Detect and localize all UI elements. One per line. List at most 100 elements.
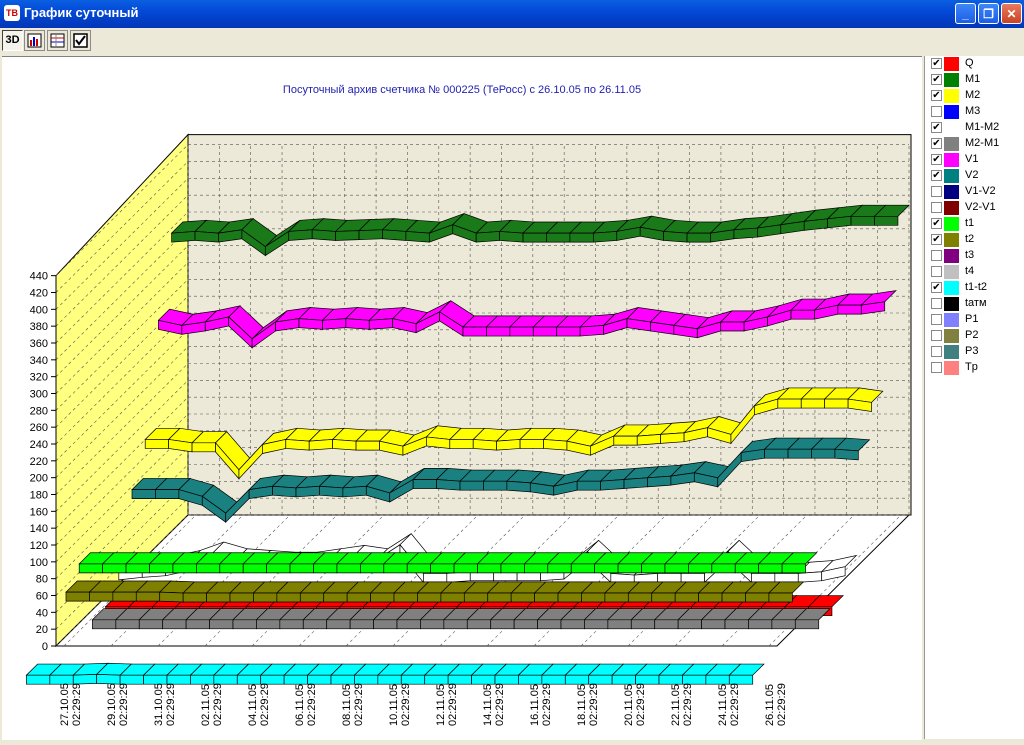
legend-label: M3 [965,105,981,117]
minimize-button[interactable]: _ [955,3,976,24]
y-tick-label: 440 [30,271,48,283]
legend-item[interactable]: ✔ M1 [925,72,1024,88]
series-segment [607,619,632,630]
select-series-button[interactable] [70,30,91,51]
legend-item[interactable]: ✔ M1-M2 [925,120,1024,136]
series-segment [219,563,244,574]
y-tick-label: 20 [36,624,48,636]
legend-item[interactable]: t4 [925,264,1024,280]
legend-checkbox[interactable] [931,346,942,357]
legend-item[interactable]: P1 [925,312,1024,328]
legend-checkbox[interactable]: ✔ [931,154,942,165]
chart-title: Посуточный архив счетчика № 000225 (ТеРо… [283,84,641,96]
series-segment [686,232,711,243]
legend-swatch [944,345,959,359]
legend-item[interactable]: tатм [925,296,1024,312]
series-segment [768,592,793,603]
series-segment [288,229,313,241]
series-segment [138,619,164,630]
legend-item[interactable]: V2-V1 [925,200,1024,216]
series-segment [680,573,705,583]
legend-checkbox[interactable] [931,330,942,341]
series-segment [276,592,301,603]
legend-checkbox[interactable] [931,362,942,373]
title-bar[interactable]: ТВ График суточный _ ❐ ✕ [0,0,1024,28]
legend-item[interactable]: P2 [925,328,1024,344]
legend-swatch [944,265,959,279]
legend-checkbox[interactable]: ✔ [931,218,942,229]
series-segment [486,326,511,337]
series-segment [513,619,538,630]
legend-checkbox[interactable] [931,106,942,117]
legend-swatch [944,185,959,199]
series-segment [471,674,496,685]
legend-checkbox[interactable] [931,314,942,325]
series-segment [734,563,760,574]
legend-checkbox[interactable]: ✔ [931,138,942,149]
legend-checkbox[interactable] [931,250,942,261]
legend-item[interactable]: t3 [925,248,1024,264]
y-tick-label: 360 [30,338,48,350]
legend-swatch [944,121,959,135]
series-segment [701,619,726,630]
close-button[interactable]: ✕ [1001,3,1022,24]
series-segment [191,442,216,453]
legend-item[interactable]: P3 [925,344,1024,360]
legend-panel: ✔ Q ✔ M1 ✔ M2 M3 ✔ M1-M2 ✔ M2-M1 ✔ V1 ✔ V2 V1-V2 V2-V1 ✔ t… [924,56,1024,739]
series-segment [396,619,421,630]
legend-item[interactable]: ✔ t2 [925,232,1024,248]
legend-checkbox[interactable]: ✔ [931,90,942,101]
series-segment [322,318,347,330]
legend-item[interactable]: ✔ V1 [925,152,1024,168]
series-segment [466,619,492,630]
legend-checkbox[interactable]: ✔ [931,282,942,293]
series-segment [406,563,431,574]
series-segment [440,592,465,603]
table-chart-button[interactable] [47,30,68,51]
legend-item[interactable]: ✔ t1 [925,216,1024,232]
legend-checkbox[interactable] [931,266,942,277]
legend-checkbox[interactable]: ✔ [931,234,942,245]
series-segment [617,563,642,574]
legend-checkbox[interactable]: ✔ [931,58,942,69]
legend-item[interactable]: ✔ t1-t2 [925,280,1024,296]
series-segment [584,619,609,630]
series-segment [774,573,799,583]
legend-checkbox[interactable] [931,202,942,213]
series-segment [155,489,180,499]
series-segment [260,674,285,685]
grid-line [55,194,189,327]
legend-checkbox[interactable]: ✔ [931,170,942,181]
legend-item[interactable]: ✔ Q [925,56,1024,72]
series-segment [463,592,489,603]
bar-chart-button[interactable] [24,30,45,51]
legend-label: V2 [965,169,979,181]
legend-swatch [944,361,959,375]
legend-item[interactable]: ✔ M2-M1 [925,136,1024,152]
grid-line [55,245,189,377]
series-segment [302,619,328,630]
legend-item[interactable]: ✔ V2 [925,168,1024,184]
legend-item[interactable]: V1-V2 [925,184,1024,200]
legend-checkbox[interactable]: ✔ [931,74,942,85]
legend-checkbox[interactable] [931,298,942,309]
legend-item[interactable]: Tp [925,360,1024,376]
x-tick-date: 14.11.05 [482,684,494,726]
series-segment [787,448,812,459]
y-tick-label: 140 [30,523,48,535]
legend-checkbox[interactable] [931,186,942,197]
series-segment [677,619,702,630]
legend-item[interactable]: ✔ M2 [925,88,1024,104]
series-segment [636,434,662,446]
x-tick-time: 02:29:29 [588,683,600,726]
window-title: График суточный [24,5,139,20]
3d-toggle-button[interactable]: 3D [2,30,23,51]
series-segment [506,480,531,493]
series-segment [592,231,618,243]
series-segment [182,592,207,603]
legend-item[interactable]: M3 [925,104,1024,120]
legend-checkbox[interactable]: ✔ [931,122,942,133]
maximize-button[interactable]: ❐ [978,3,999,24]
y-tick-label: 40 [36,607,48,619]
series-segment [89,591,114,602]
